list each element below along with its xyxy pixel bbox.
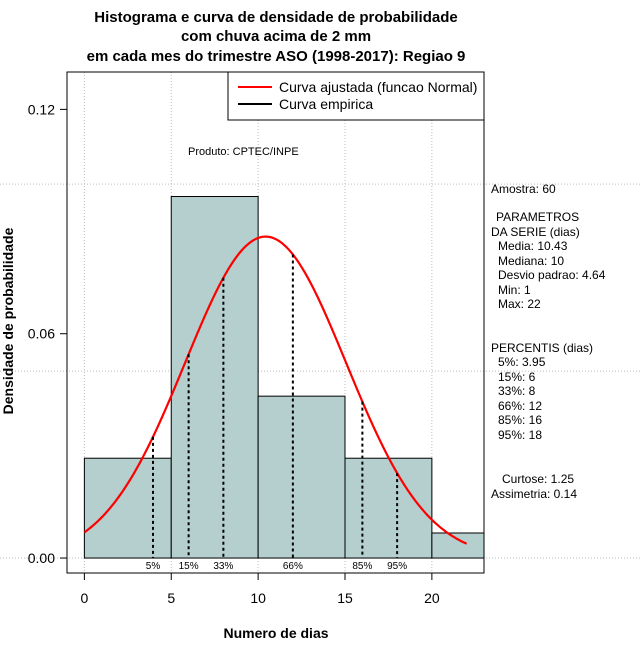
histogram-bar-1	[170, 196, 259, 559]
percentile-label-3: 66%	[283, 561, 303, 572]
y-tick-label-0: 0.00	[28, 550, 55, 566]
chart-title-line-3: em cada mes do trimestre ASO (1998-2017)…	[87, 48, 466, 65]
param-median: Mediana: 10	[498, 254, 564, 268]
percentile-label-2: 33%	[213, 561, 233, 572]
x-tick-label-1: 5	[167, 590, 175, 606]
x-tick-label-2: 10	[250, 590, 266, 606]
chart-title-line-1: Histograma e curva de densidade de proba…	[94, 9, 457, 26]
curve-layer	[83, 235, 468, 545]
histogram-bar-2	[257, 395, 346, 559]
y-tick-label-1: 0.06	[28, 326, 55, 342]
histogram-bar-3	[344, 457, 433, 559]
kurtosis: Curtose: 1.25	[502, 472, 574, 486]
y-tick-label-2: 0.12	[28, 101, 55, 117]
percentile-33: 33%: 8	[498, 384, 536, 398]
params-title-2: DA SERIE (dias)	[491, 225, 580, 239]
legend: Curva ajustada (funcao Normal) Curva emp…	[227, 71, 485, 121]
percentile-85: 85%: 16	[498, 413, 542, 427]
param-sd: Desvio padrao: 4.64	[498, 268, 606, 282]
y-axis-title: Densidade de probabilidade	[0, 227, 16, 414]
sample-size: Amostra: 60	[491, 182, 556, 196]
x-tick-label-3: 15	[337, 590, 353, 606]
chart-title-line-2: com chuva acima de 2 mm	[181, 28, 371, 45]
histogram-bar-0	[83, 457, 172, 559]
product-annotation: Produto: CPTEC/INPE	[188, 146, 299, 158]
percentile-label-1: 15%	[179, 561, 199, 572]
legend-box	[227, 71, 485, 121]
percentile-label-0: 5%	[146, 561, 161, 572]
param-min: Min: 1	[498, 283, 531, 297]
percentis-title: PERCENTIS (dias)	[491, 341, 593, 355]
x-tick-label-0: 0	[80, 590, 88, 606]
legend-label-empirical: Curva empirica	[279, 96, 373, 112]
legend-label-normal: Curva ajustada (funcao Normal)	[279, 79, 477, 95]
percentile-label-4: 85%	[352, 561, 372, 572]
x-tick-label-4: 20	[424, 590, 440, 606]
statistics-panel: Amostra: 60 PARAMETROS DA SERIE (dias) M…	[491, 182, 606, 501]
percentile-15: 15%: 6	[498, 370, 536, 384]
params-title-1: PARAMETROS	[496, 210, 579, 224]
skewness: Assimetria: 0.14	[491, 487, 577, 501]
percentile-label-5: 95%	[387, 561, 407, 572]
param-mean: Media: 10.43	[498, 239, 568, 253]
param-max: Max: 22	[498, 297, 541, 311]
x-axis-title: Numero de dias	[223, 625, 328, 641]
axes: 0 5 10 15 20 0.00 0.06 0.12	[28, 101, 440, 606]
percentile-lines: 5% 15% 33% 66% 85% 95%	[146, 254, 407, 572]
percentile-95: 95%: 18	[498, 428, 542, 442]
histogram-bar-4	[431, 532, 485, 559]
percentile-5: 5%: 3.95	[498, 355, 546, 369]
histogram-bars	[83, 196, 485, 559]
percentile-66: 66%: 12	[498, 399, 542, 413]
normal-curve-line	[83, 235, 468, 545]
